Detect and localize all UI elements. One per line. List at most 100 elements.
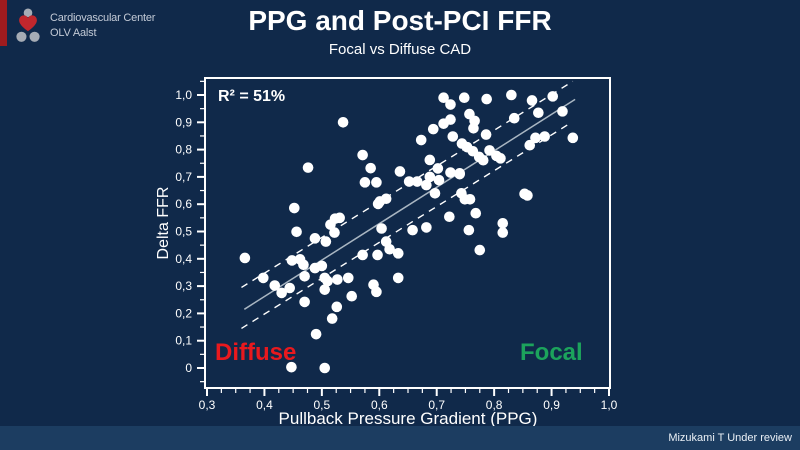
data-point [342, 272, 354, 284]
data-point [331, 301, 343, 313]
data-point [497, 227, 509, 238]
data-point [497, 218, 509, 229]
y-tick-label: 0 [185, 361, 192, 375]
data-point [533, 107, 544, 119]
accent-bar [0, 0, 7, 46]
data-point [357, 149, 368, 161]
data-point [522, 190, 533, 201]
data-point [477, 154, 489, 166]
data-point [365, 162, 376, 174]
data-point [421, 222, 432, 233]
y-tick-label: 0,9 [175, 115, 192, 129]
data-point [458, 92, 470, 104]
data-point [432, 163, 444, 174]
data-point [421, 179, 432, 191]
data-point [299, 296, 310, 308]
data-point [463, 224, 475, 236]
data-point [445, 114, 456, 125]
data-point [539, 131, 550, 142]
x-axis-label: Pullback Pressure Gradient (PPG) [279, 409, 538, 428]
x-tick-label: 0,7 [428, 398, 445, 412]
data-point [320, 236, 332, 247]
data-point [337, 117, 349, 128]
data-point [424, 171, 436, 183]
data-point [403, 176, 415, 187]
logo-line1: Cardiovascular Center [50, 12, 156, 25]
data-point [474, 244, 486, 256]
data-point [357, 249, 368, 261]
data-point [433, 174, 445, 186]
data-point [288, 202, 300, 214]
data-point [359, 177, 371, 188]
data-point [495, 153, 506, 164]
data-point [481, 93, 492, 105]
y-tick-label: 0,8 [175, 143, 192, 157]
y-axis-label: Delta FFR [155, 187, 172, 260]
data-point [415, 134, 427, 146]
y-tick-label: 0,2 [175, 306, 192, 320]
data-point [309, 233, 321, 244]
data-point [424, 154, 436, 166]
data-point [454, 168, 465, 179]
plot-frame [204, 77, 611, 389]
y-tick-label: 0,1 [175, 334, 192, 348]
data-point [526, 95, 538, 106]
data-point [372, 198, 384, 210]
data-point [322, 275, 333, 287]
y-tick-label: 0,6 [175, 197, 192, 211]
y-tick-label: 0,4 [175, 252, 192, 266]
data-point [291, 226, 302, 238]
data-point [468, 123, 479, 134]
data-point [427, 123, 439, 135]
regression-line [243, 98, 576, 310]
data-point [407, 224, 418, 236]
data-point [299, 270, 310, 282]
data-point [257, 272, 269, 284]
data-point [269, 280, 281, 291]
data-point [508, 112, 520, 124]
data-point [329, 227, 340, 238]
data-point [332, 274, 343, 285]
data-point [376, 223, 387, 234]
x-tick-label: 0,5 [314, 398, 331, 412]
data-point [302, 162, 314, 173]
data-point [284, 282, 295, 294]
data-point [567, 132, 579, 144]
data-point [530, 132, 541, 144]
y-tick-label: 0,7 [175, 170, 192, 184]
data-point [319, 284, 331, 295]
data-point [298, 259, 309, 271]
data-point [384, 243, 395, 255]
annotation-focal: Focal [520, 339, 583, 366]
logo-line2: OLV Aalst [50, 26, 97, 39]
y-tick-label: 1,0 [175, 88, 192, 102]
data-point [239, 252, 251, 264]
x-tick-label: 1,0 [601, 398, 618, 412]
data-point [392, 248, 404, 259]
data-point [447, 131, 459, 142]
confidence-band-lower [241, 121, 573, 330]
data-point [392, 272, 404, 284]
data-point [310, 328, 322, 340]
data-point [429, 187, 441, 199]
data-point [438, 92, 449, 104]
logo: Cardiovascular Center OLV Aalst [13, 7, 155, 44]
data-point [380, 193, 392, 205]
y-tick-label: 0,5 [175, 225, 192, 239]
data-point [547, 91, 559, 102]
data-point [286, 255, 298, 266]
data-point [319, 362, 331, 374]
logo-text: Cardiovascular Center OLV Aalst [50, 11, 155, 40]
data-point [464, 193, 476, 205]
x-tick-label: 0,6 [371, 398, 388, 412]
data-point [346, 290, 358, 302]
footer-bar: Mizukami T Under review [0, 426, 800, 450]
data-point [329, 213, 341, 224]
data-point [394, 166, 406, 177]
logo-icon [16, 8, 40, 42]
data-point [371, 286, 382, 298]
data-point [470, 207, 482, 219]
data-point [276, 287, 287, 299]
data-point [506, 89, 517, 101]
